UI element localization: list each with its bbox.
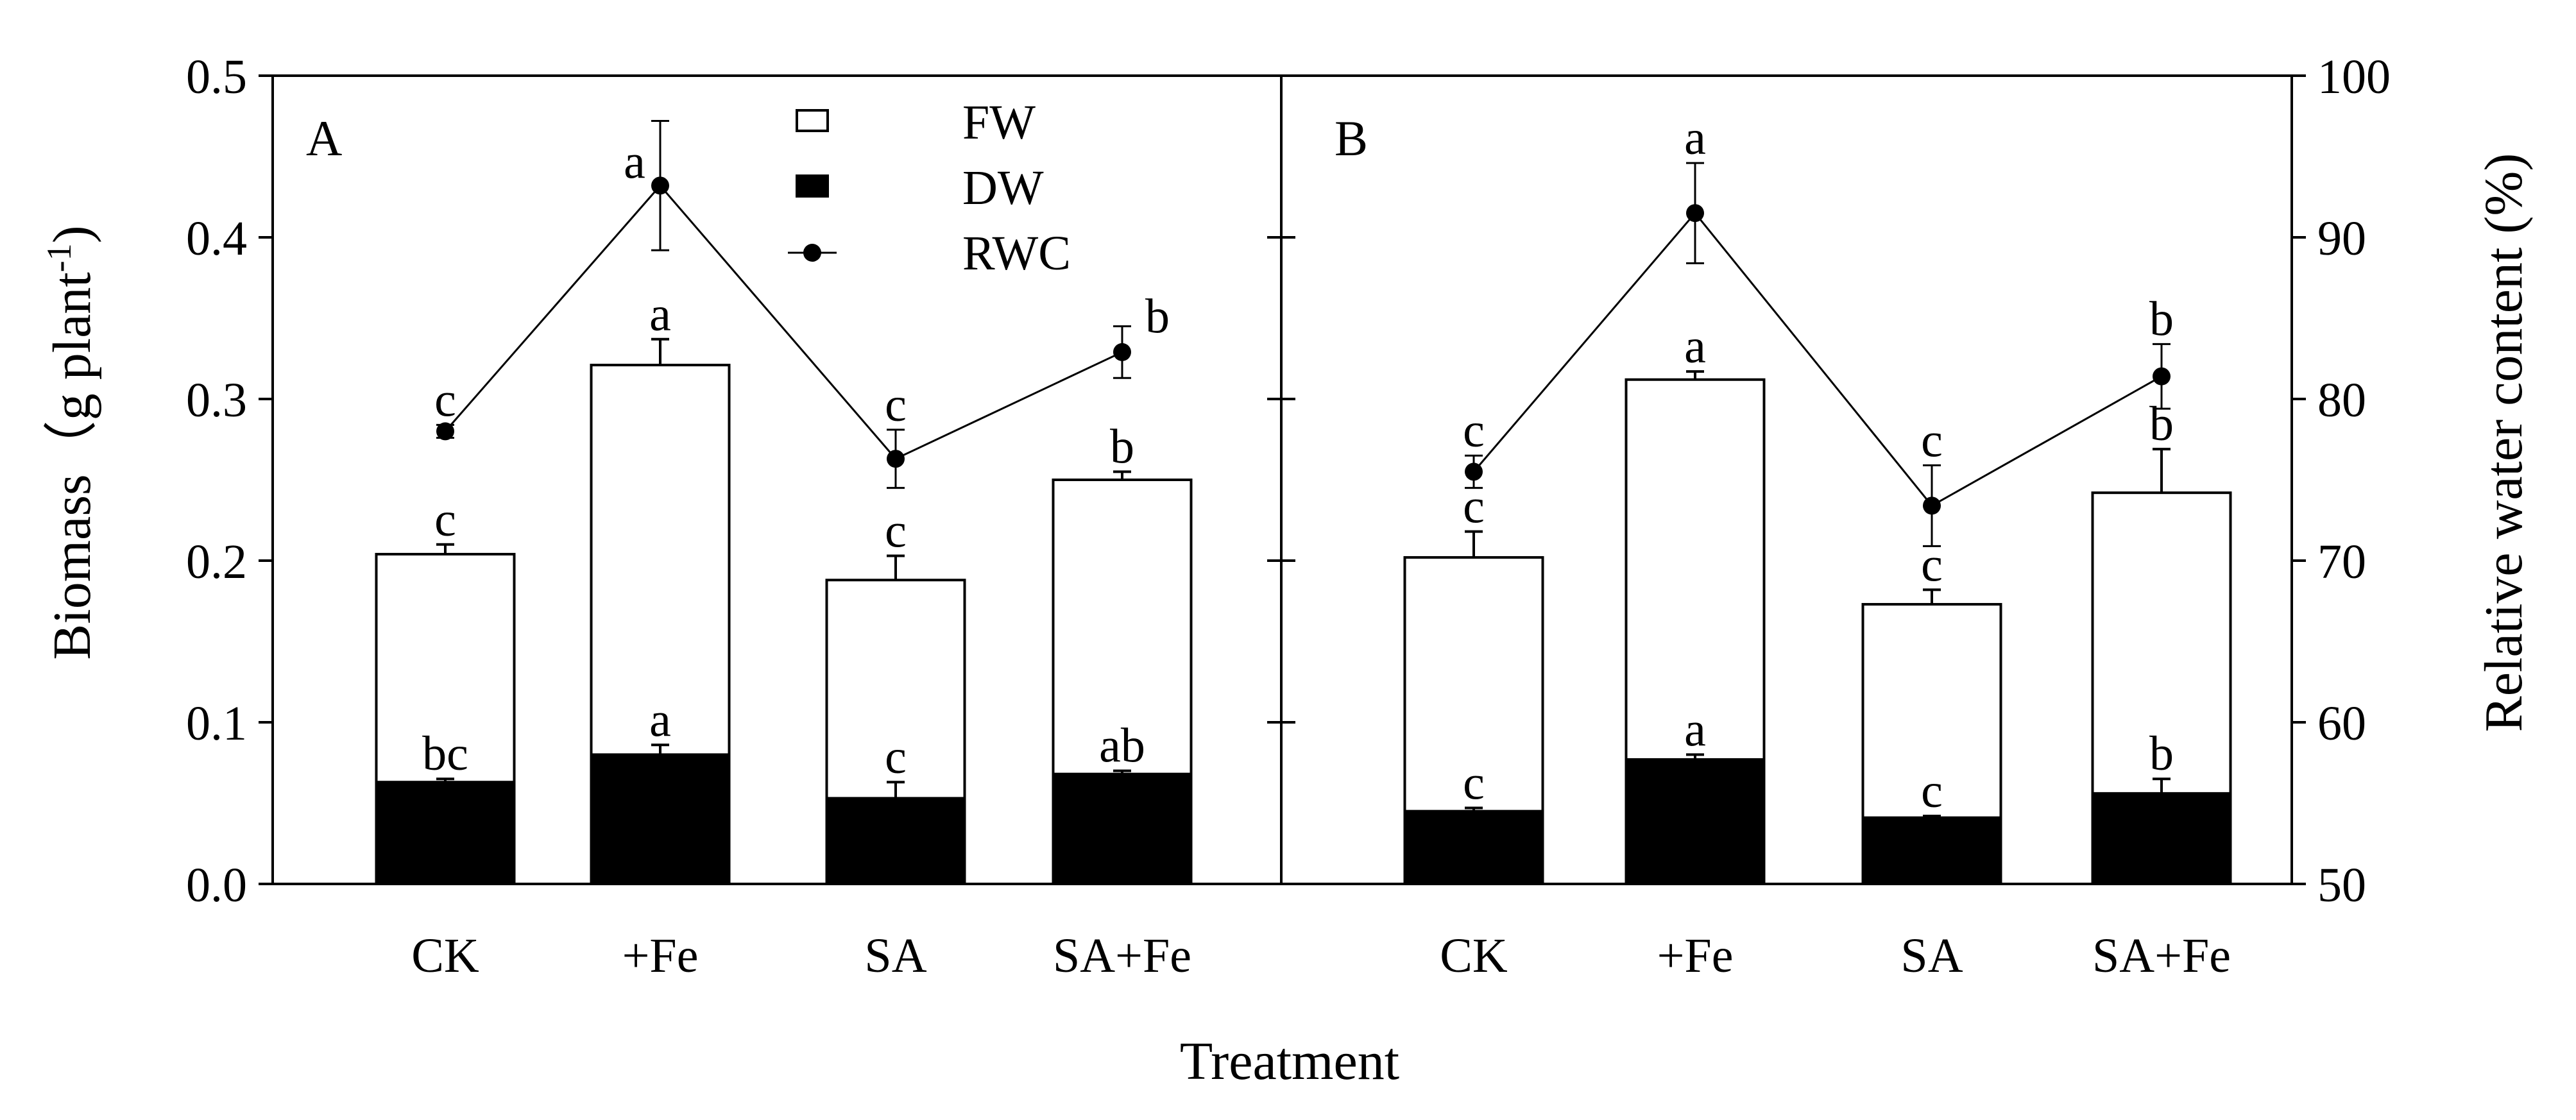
dw-significance-letter: ab <box>1099 719 1145 773</box>
y-tick-label-left: 0.1 <box>186 697 247 751</box>
plot-frame <box>259 74 2306 885</box>
dw-significance-letter: c <box>1921 764 1943 818</box>
legend-label-rwc: RWC <box>962 226 1071 280</box>
legend <box>788 109 837 262</box>
dw-significance-letter: b <box>2149 727 2174 781</box>
rwc-significance-letter: c <box>1921 413 1943 467</box>
y-tick-label-right: 50 <box>2317 858 2366 912</box>
legend-swatch-fw <box>796 109 829 132</box>
y-tick-label-left: 0.5 <box>186 50 247 104</box>
rwc-significance-letter: c <box>1463 403 1485 457</box>
legend-swatch-dw <box>796 174 829 198</box>
dw-significance-letter: a <box>649 693 671 747</box>
rwc-layer <box>436 120 2171 547</box>
dw-significance-letter: c <box>1463 756 1485 810</box>
text-layer: Treatment Biomass（g plant-1) Relative wa… <box>40 50 2534 1091</box>
legend-marker-rwc <box>803 244 821 262</box>
rwc-significance-letter: a <box>624 135 645 189</box>
dw-significance-letter: c <box>885 730 907 784</box>
x-tick-label: CK <box>1440 929 1508 983</box>
rwc-point <box>2153 367 2171 386</box>
y-tick-label-right: 90 <box>2317 212 2366 266</box>
y-tick-label-left: 0.3 <box>186 373 247 427</box>
x-tick-label: SA+Fe <box>1053 929 1191 983</box>
y-tick-label-right: 80 <box>2317 373 2366 427</box>
dw-bar <box>825 797 966 885</box>
fw-significance-letter: b <box>2149 397 2174 451</box>
y-tick-label-right: 60 <box>2317 697 2366 751</box>
legend-label-fw: FW <box>962 96 1036 149</box>
dw-significance-letter: a <box>1684 702 1706 756</box>
dw-bar <box>590 753 731 886</box>
rwc-line <box>444 184 1123 461</box>
dw-significance-letter: bc <box>422 727 468 781</box>
y-axis-title-right: Relative water content (%) <box>2474 153 2534 733</box>
fw-significance-letter: a <box>1684 319 1706 373</box>
y-axis-title-left-main: Biomass（g plant <box>42 272 102 659</box>
rwc-significance-letter: b <box>2149 292 2174 346</box>
y-tick-label-left: 0.2 <box>186 535 247 589</box>
dw-bar <box>1625 758 1766 885</box>
y-tick-label-right: 100 <box>2317 50 2391 104</box>
rwc-significance-letter: c <box>434 373 456 427</box>
x-tick-label: SA <box>864 929 926 983</box>
rwc-significance-letter: b <box>1145 290 1170 344</box>
fw-significance-letter: c <box>1921 538 1943 591</box>
rwc-line <box>1472 211 2162 507</box>
fw-significance-letter: c <box>885 504 907 557</box>
fw-significance-letter: c <box>1463 480 1485 534</box>
y-axis-title-left: Biomass（g plant-1) <box>40 225 102 659</box>
rwc-significance-letter: c <box>885 378 907 432</box>
fw-significance-letter: b <box>1110 420 1134 473</box>
dw-bar <box>1403 810 1544 885</box>
rwc-point <box>1465 462 1483 481</box>
bar-layer <box>375 337 2232 886</box>
x-tick-label: CK <box>411 929 479 983</box>
fw-significance-letter: c <box>434 493 456 547</box>
fw-significance-letter: a <box>649 287 671 341</box>
legend-label-dw: DW <box>962 161 1044 215</box>
x-tick-label: +Fe <box>622 929 699 983</box>
dw-bar <box>2091 792 2232 885</box>
rwc-point <box>651 176 669 195</box>
x-tick-label: +Fe <box>1657 929 1734 983</box>
y-tick-label-right: 70 <box>2317 535 2366 589</box>
x-axis-title: Treatment <box>1180 1031 1399 1091</box>
rwc-point <box>1113 343 1131 361</box>
panel-label-b: B <box>1335 110 1368 166</box>
rwc-significance-letter: a <box>1684 111 1706 165</box>
y-axis-title-left-superscript: -1 <box>40 243 78 272</box>
dw-bar <box>1861 816 2002 886</box>
y-tick-label-left: 0.0 <box>186 858 247 912</box>
rwc-point <box>887 450 905 468</box>
rwc-point <box>436 422 454 441</box>
y-axis-title-left-close: ) <box>42 225 102 243</box>
x-tick-label: SA+Fe <box>2092 929 2231 983</box>
x-tick-label: SA <box>1900 929 1963 983</box>
rwc-point <box>1686 204 1704 223</box>
panel-label-a: A <box>306 110 342 166</box>
rwc-point <box>1923 496 1941 515</box>
dw-bar <box>375 781 516 885</box>
dw-bar <box>1052 772 1193 886</box>
y-tick-label-left: 0.4 <box>186 212 247 266</box>
